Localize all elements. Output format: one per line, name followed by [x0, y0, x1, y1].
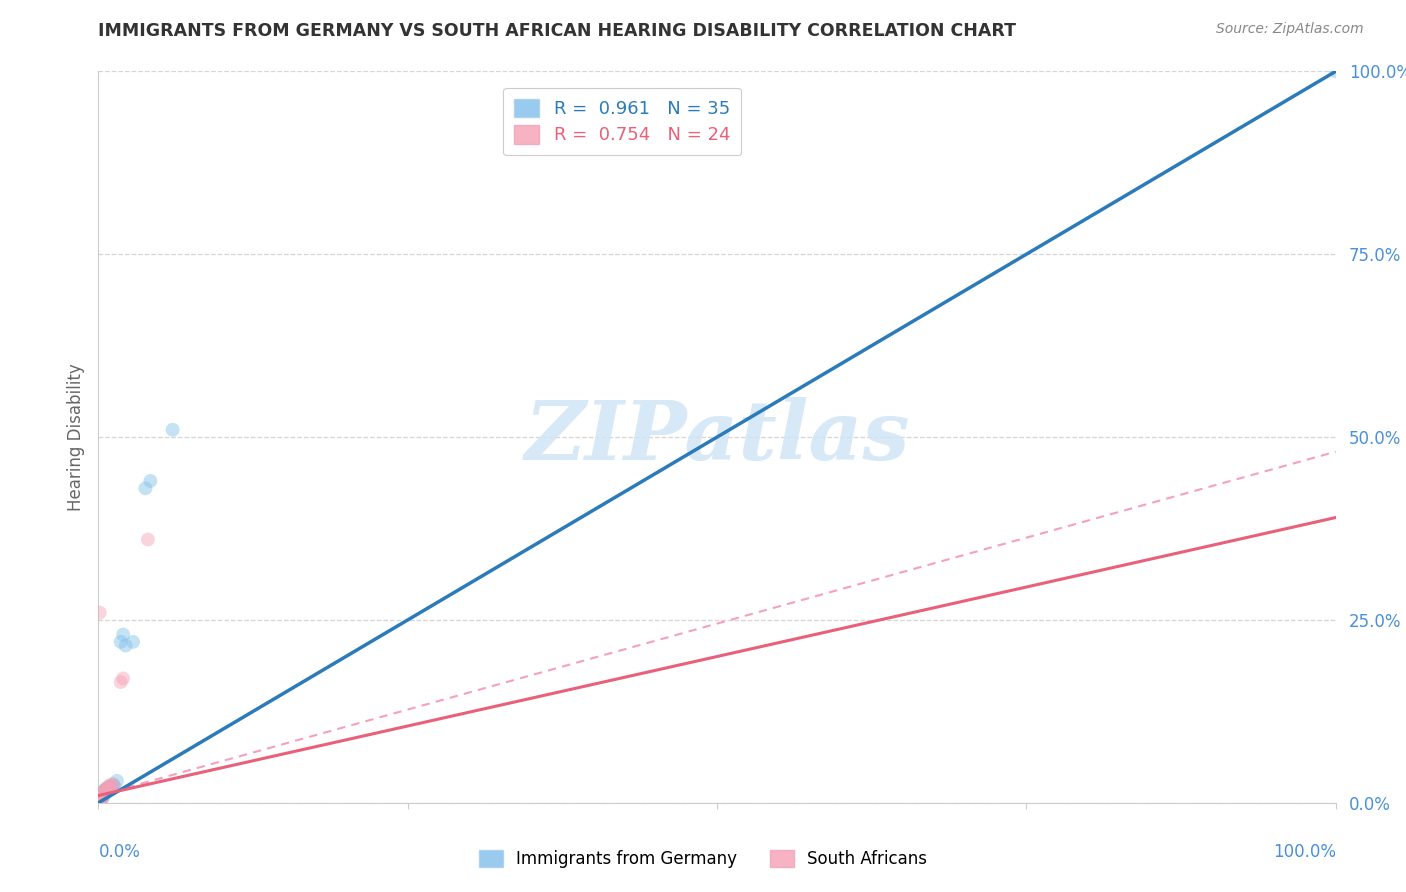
Legend: R =  0.961   N = 35, R =  0.754   N = 24: R = 0.961 N = 35, R = 0.754 N = 24: [503, 87, 741, 155]
Point: [89, 606, 111, 620]
Text: IMMIGRANTS FROM GERMANY VS SOUTH AFRICAN HEARING DISABILITY CORRELATION CHART: IMMIGRANTS FROM GERMANY VS SOUTH AFRICAN…: [98, 22, 1017, 40]
Point: [110, 675, 132, 690]
Point: [100, 781, 122, 796]
Point: [91, 789, 114, 804]
Point: [89, 794, 111, 808]
Point: [91, 791, 114, 805]
Point: [103, 777, 125, 792]
Point: [90, 789, 112, 804]
Point: [90, 790, 112, 805]
Legend: Immigrants from Germany, South Africans: Immigrants from Germany, South Africans: [472, 843, 934, 875]
Point: [90, 789, 112, 804]
Point: [98, 780, 121, 794]
Point: [94, 782, 117, 797]
Point: [97, 780, 120, 794]
Point: [89, 793, 111, 807]
Point: [89, 791, 111, 805]
Y-axis label: Hearing Disability: Hearing Disability: [66, 363, 84, 511]
Point: [134, 481, 156, 495]
Point: [94, 785, 117, 799]
Point: [89, 792, 111, 806]
Point: [100, 777, 122, 792]
Point: [90, 790, 112, 805]
Point: [97, 782, 120, 797]
Point: [93, 787, 115, 801]
Point: [90, 792, 112, 806]
Point: [103, 777, 125, 792]
Point: [93, 782, 115, 797]
Point: [91, 789, 114, 803]
Point: [93, 786, 115, 800]
Point: [110, 635, 132, 649]
Point: [91, 787, 114, 801]
Point: [112, 627, 135, 641]
Point: [90, 789, 112, 803]
Point: [93, 789, 115, 804]
Point: [136, 533, 159, 547]
Point: [122, 635, 145, 649]
Point: [94, 782, 117, 797]
Text: 100.0%: 100.0%: [1272, 843, 1336, 861]
Point: [90, 791, 112, 805]
Point: [89, 791, 111, 805]
Point: [103, 780, 125, 794]
Point: [105, 773, 128, 788]
Point: [112, 672, 135, 686]
Point: [96, 781, 118, 796]
Point: [93, 785, 115, 799]
Point: [114, 639, 136, 653]
Point: [89, 792, 111, 806]
Point: [90, 789, 112, 803]
Point: [90, 793, 112, 807]
Text: ZIPatlas: ZIPatlas: [524, 397, 910, 477]
Point: [91, 789, 114, 804]
Point: [93, 785, 115, 799]
Point: [1324, 64, 1347, 78]
Point: [93, 787, 115, 801]
Point: [101, 780, 124, 794]
Text: Source: ZipAtlas.com: Source: ZipAtlas.com: [1216, 22, 1364, 37]
Point: [96, 781, 118, 796]
Point: [98, 780, 121, 794]
Text: 0.0%: 0.0%: [98, 843, 141, 861]
Point: [162, 423, 184, 437]
Point: [89, 793, 111, 807]
Point: [91, 789, 114, 803]
Point: [89, 794, 111, 808]
Point: [93, 785, 115, 799]
Point: [139, 474, 162, 488]
